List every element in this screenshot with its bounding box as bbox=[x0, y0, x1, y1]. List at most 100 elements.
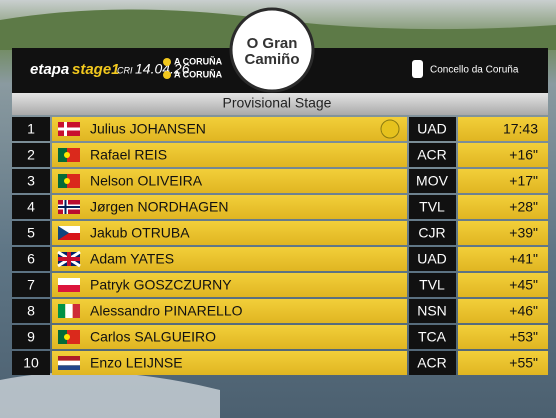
sponsor: Concello da Coruña bbox=[430, 65, 519, 76]
team-cell bbox=[409, 247, 456, 271]
flag bbox=[64, 178, 70, 184]
subtitle-band bbox=[12, 93, 548, 115]
rider-cell bbox=[52, 247, 407, 271]
flag bbox=[58, 360, 80, 366]
rider-cell bbox=[52, 221, 407, 245]
rank-cell bbox=[12, 143, 50, 167]
time-cell bbox=[458, 325, 548, 349]
flag bbox=[58, 206, 80, 208]
team-cell bbox=[409, 351, 456, 375]
time: +45" bbox=[509, 277, 538, 293]
team-cell bbox=[409, 273, 456, 297]
flag bbox=[58, 233, 80, 240]
time: +46" bbox=[509, 303, 538, 319]
rank-cell bbox=[12, 221, 50, 245]
logo-line2: Camiño bbox=[244, 51, 299, 68]
finish-icon bbox=[163, 71, 171, 79]
logo bbox=[229, 7, 315, 93]
time: +39" bbox=[509, 225, 538, 241]
logo-line1: O Gran bbox=[247, 35, 298, 52]
rank: 6 bbox=[27, 251, 35, 267]
rank-cell bbox=[12, 325, 50, 349]
time-cell bbox=[458, 195, 548, 219]
time: +17" bbox=[509, 173, 538, 189]
rank: 1 bbox=[27, 121, 35, 137]
flag bbox=[58, 226, 80, 233]
rank-cell bbox=[12, 247, 50, 271]
rank: 5 bbox=[27, 225, 35, 241]
team: ACR bbox=[417, 147, 447, 163]
rank: 9 bbox=[27, 329, 35, 345]
team: ACR bbox=[417, 355, 447, 371]
rank: 7 bbox=[27, 277, 35, 293]
team: UAD bbox=[417, 121, 447, 137]
time: +53" bbox=[509, 329, 538, 345]
rank-cell bbox=[12, 273, 50, 297]
team: TVL bbox=[419, 199, 445, 215]
rank-cell bbox=[12, 195, 50, 219]
flag bbox=[58, 330, 67, 344]
time-cell bbox=[458, 117, 548, 141]
stage-type: CRI bbox=[117, 65, 133, 75]
rider-name: Carlos SALGUEIRO bbox=[90, 329, 216, 345]
team-cell bbox=[409, 143, 456, 167]
brand: etapa bbox=[30, 61, 69, 78]
team: TVL bbox=[419, 277, 445, 293]
rider-name: Adam YATES bbox=[90, 251, 174, 267]
rider-cell bbox=[52, 273, 407, 297]
flag bbox=[64, 152, 70, 158]
rank-cell bbox=[12, 351, 50, 375]
subtitle: Provisional Stage bbox=[223, 95, 332, 111]
rider-name: Jørgen NORDHAGEN bbox=[90, 199, 228, 215]
time: +16" bbox=[509, 147, 538, 163]
time-cell bbox=[458, 221, 548, 245]
leader-icon bbox=[380, 119, 400, 139]
rider-name: Jakub OTRUBA bbox=[90, 225, 190, 241]
flag bbox=[58, 285, 80, 292]
rank-cell bbox=[12, 299, 50, 323]
flag bbox=[72, 304, 80, 318]
team-cell bbox=[409, 221, 456, 245]
time: +41" bbox=[509, 251, 538, 267]
rider-name: Nelson OLIVEIRA bbox=[90, 173, 203, 189]
rider-cell bbox=[52, 195, 407, 219]
date: 14.04.26 bbox=[135, 61, 190, 77]
flag bbox=[58, 148, 67, 162]
rank: 8 bbox=[27, 303, 35, 319]
time-cell bbox=[458, 351, 548, 375]
rank-cell bbox=[12, 169, 50, 193]
flag bbox=[58, 356, 80, 361]
rank: 10 bbox=[23, 355, 39, 371]
flag bbox=[58, 226, 69, 240]
team: UAD bbox=[417, 251, 447, 267]
crest bbox=[412, 60, 423, 78]
time: +28" bbox=[509, 199, 538, 215]
start-icon bbox=[163, 58, 171, 66]
rider-cell bbox=[52, 169, 407, 193]
team: NSN bbox=[417, 303, 447, 319]
time-cell bbox=[458, 143, 548, 167]
time-cell bbox=[458, 273, 548, 297]
flag bbox=[58, 257, 80, 261]
team-cell bbox=[409, 299, 456, 323]
flag bbox=[58, 174, 67, 188]
start: A CORUÑA bbox=[174, 56, 223, 66]
time: +55" bbox=[509, 355, 538, 371]
team-cell bbox=[409, 169, 456, 193]
team: TCA bbox=[418, 329, 447, 345]
flag bbox=[64, 334, 70, 340]
finish: A CORUÑA bbox=[174, 69, 223, 79]
rank: 2 bbox=[27, 147, 35, 163]
time-cell bbox=[458, 247, 548, 271]
rider-cell bbox=[52, 117, 407, 141]
team: MOV bbox=[416, 173, 449, 189]
rider-name: Rafael REIS bbox=[90, 147, 167, 163]
flag bbox=[58, 127, 80, 131]
flag bbox=[58, 304, 66, 318]
rider-cell bbox=[52, 325, 407, 349]
team-cell bbox=[409, 325, 456, 349]
time: 17:43 bbox=[503, 121, 538, 137]
flag bbox=[58, 365, 80, 370]
time-cell bbox=[458, 299, 548, 323]
